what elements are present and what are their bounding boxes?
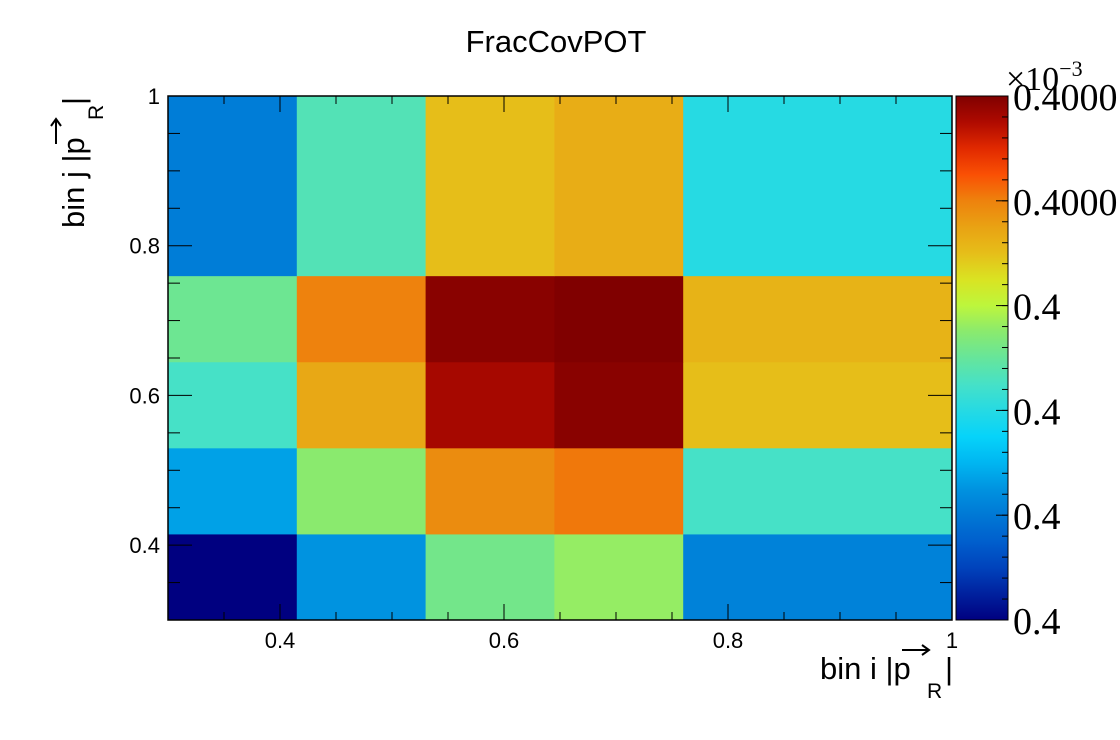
y-tick-label: 0.8 [129,234,160,259]
heatmap-cells [168,96,953,621]
y-axis-label-sub: R [85,105,108,120]
svg-text:bin j |p: bin j |p [56,137,91,228]
y-axis-label-prefix: bin j | [56,154,91,228]
svg-text:bin i |p: bin i |p [820,651,911,686]
x-axis-label-sub: R [927,680,942,703]
heatmap-cell [683,447,953,535]
chart-title: FracCovPOT [466,24,647,59]
colorbar [955,95,1009,621]
y-tick-label: 0.4 [129,533,160,558]
colorbar-tick-label: 0.4 [1013,391,1061,433]
heatmap-cell [554,361,684,449]
x-tick-label: 0.6 [489,628,520,653]
y-axis-label-p: p [56,137,91,154]
heatmap-cell [683,361,953,449]
heatmap-cell [554,447,684,535]
heatmap-cell [296,275,427,363]
colorbar-tick-label: 0.4 [1013,287,1061,329]
heatmap-cell [168,533,298,621]
heatmap-cell [168,447,298,535]
colorbar-tick-label: 0.4000 [1013,77,1118,119]
x-tick-label: 1 [946,628,958,653]
heatmap-cell [296,96,427,277]
heatmap-cell [683,96,953,277]
heatmap-cell [425,361,555,449]
y-tick-label: 0.6 [129,383,160,408]
x-axis-label-p: p [894,651,911,686]
heatmap-cell [296,447,427,535]
title-box [425,18,687,64]
colorbar-tick-label: 0.4 [1013,601,1061,643]
heatmap-cell [296,361,427,449]
heatmap-cell [296,533,427,621]
heatmap-cell [425,447,555,535]
x-axis-label-suffix: | [945,651,953,686]
heatmap-cell [683,533,953,621]
heatmap-cell [168,96,298,277]
colorbar-exponent: ×10−3 [1006,56,1083,98]
heatmap-cell [168,275,298,363]
x-tick-label: 0.8 [713,628,744,653]
heatmap-cell [168,361,298,449]
y-tick-label: 1 [148,84,160,109]
colorbar-ticks: 0.4000 0.4000 0.4 0.4 0.4 0.4 [996,77,1118,643]
x-axis-label-prefix: bin i | [820,651,894,686]
heatmap-cell [554,533,684,621]
x-axis-label: bin i |p R | [820,644,953,703]
heatmap-cell [425,96,555,277]
heatmap-cell [425,533,555,621]
y-axis-label-suffix: | [56,97,91,105]
colorbar-tick-label: 0.4 [1013,496,1061,538]
x-tick-label: 0.4 [265,628,296,653]
x-axis-vector-arrow [902,644,931,656]
y-axis-vector-arrow [50,117,62,144]
x-axis-ticks: 0.4 0.6 0.8 1 [167,96,958,653]
y-axis-label: bin j |p R | [50,97,108,228]
colorbar-tick-label: 0.4000 [1013,182,1118,224]
heatmap-cell [554,275,684,363]
heatmap-cell [554,96,684,277]
heatmap-cell [425,275,555,363]
heatmap-cell [683,275,953,363]
y-axis-ticks: 0.4 0.6 0.8 1 [129,84,952,621]
